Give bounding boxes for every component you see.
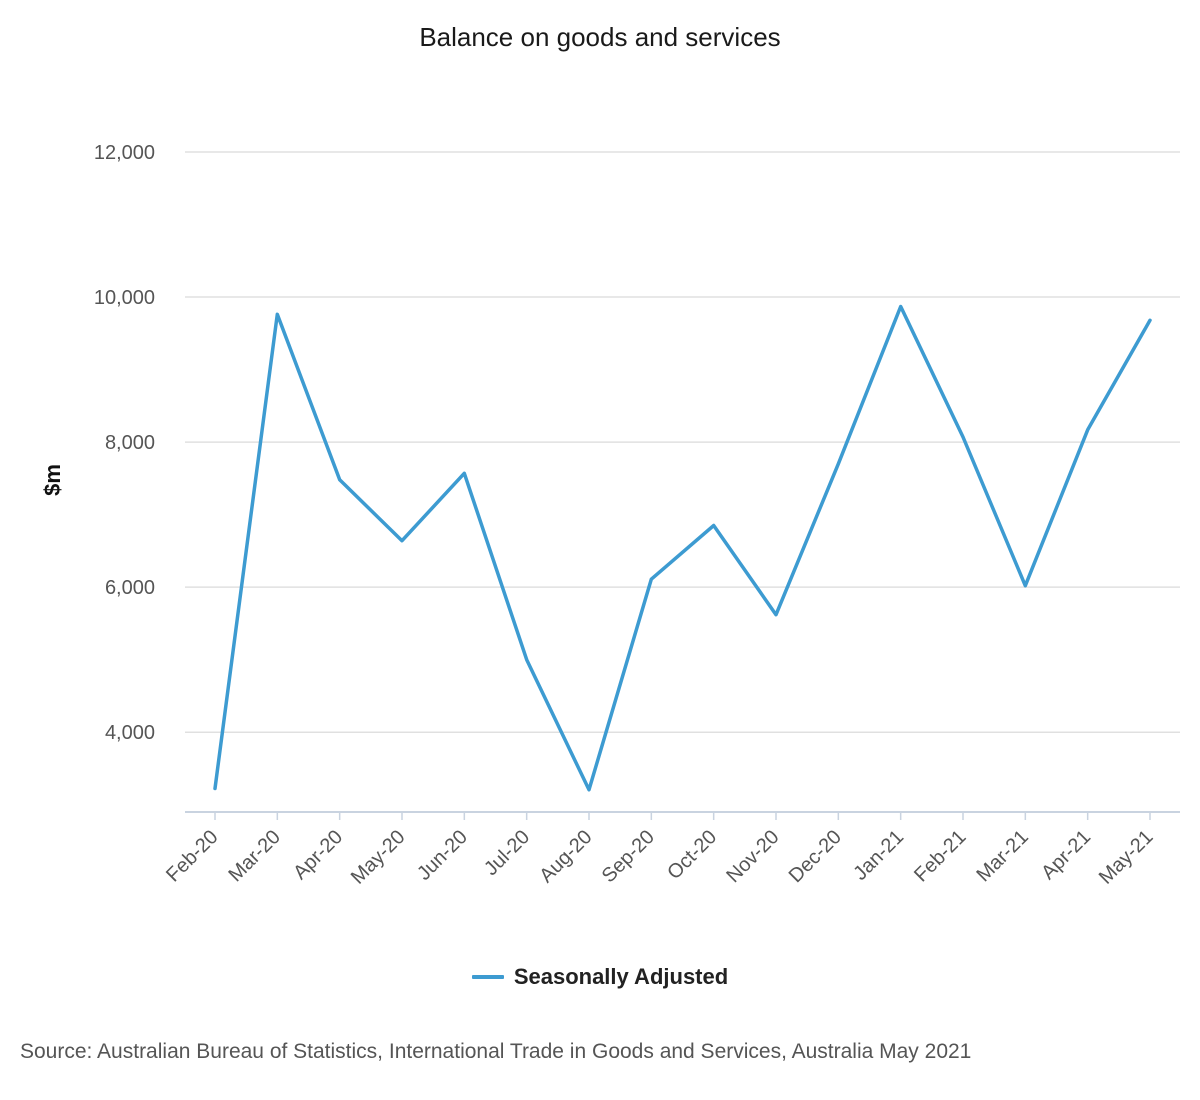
x-tick-label: Apr-20 (289, 826, 347, 884)
x-tick-label: Oct-20 (663, 826, 721, 884)
x-tick-label: Jun-20 (413, 826, 472, 885)
x-tick-label: May-20 (347, 826, 410, 889)
y-tick-label: 8,000 (105, 432, 155, 454)
x-tick-label: Mar-21 (973, 826, 1033, 886)
x-tick-label: Nov-20 (722, 826, 783, 887)
x-tick-label: Aug-20 (535, 826, 596, 887)
x-tick-label: Jan-21 (849, 826, 908, 885)
x-tick-label: Dec-20 (785, 826, 846, 887)
x-tick-label: Feb-21 (910, 826, 970, 886)
legend-label: Seasonally Adjusted (513, 964, 729, 989)
y-tick-label: 4,000 (105, 722, 155, 744)
gridlines (185, 151, 1180, 733)
legend: Seasonally Adjusted (0, 964, 1200, 990)
series-layer (213, 304, 1152, 792)
legend-swatch (471, 975, 504, 979)
y-axis-label: $m (40, 464, 65, 496)
x-tick-label: May-21 (1095, 826, 1158, 889)
y-tick-label: 12,000 (94, 142, 155, 164)
x-axis-ticks: Feb-20 Mar-20 Apr-20 May-20 Jun-20 Jul-20 Aug-… (162, 812, 1158, 889)
x-tick-label: Mar-20 (225, 826, 285, 886)
y-tick-label: 6,000 (105, 577, 155, 599)
source-note: Source: Australian Bureau of Statistics,… (20, 1040, 972, 1063)
x-tick-label: Apr-21 (1037, 826, 1095, 884)
series-line (213, 304, 1152, 792)
y-axis-ticks: 4,000 6,000 8,000 10,000 12,000 (94, 142, 155, 744)
x-tick-label: Feb-20 (162, 826, 222, 886)
chart-title: Balance on goods and services (419, 22, 781, 52)
x-tick-label: Sep-20 (598, 826, 659, 887)
x-tick-label: Jul-20 (480, 826, 534, 880)
y-tick-label: 10,000 (94, 287, 155, 309)
